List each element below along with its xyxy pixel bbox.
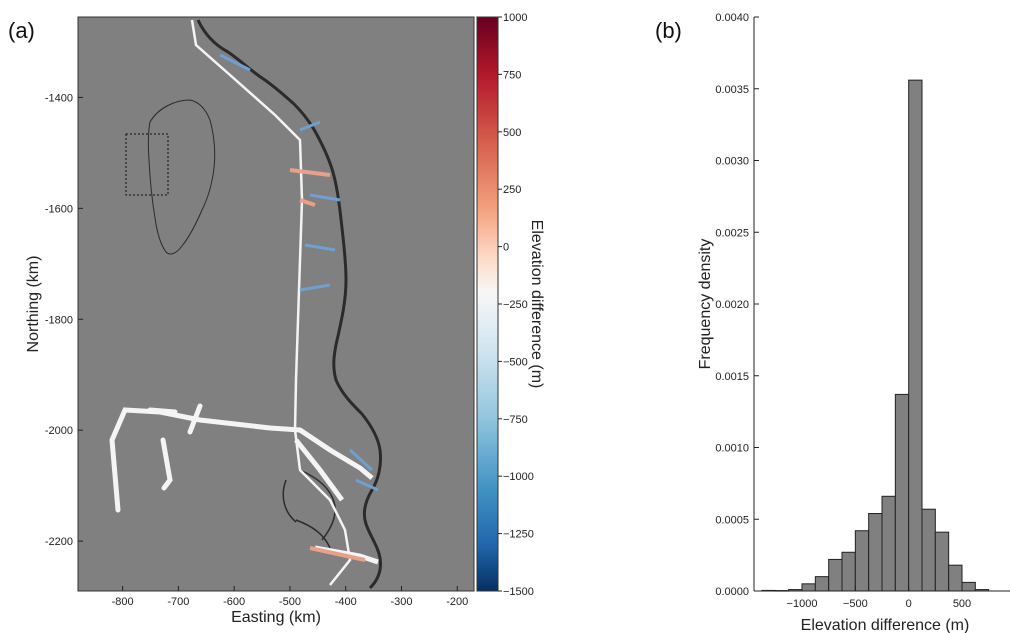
colorbar-label: Elevation difference (m): [528, 220, 545, 389]
hist-y-tick-label: 0.0005: [715, 514, 749, 526]
histogram-bar: [894, 393, 910, 592]
histogram-bar: [814, 576, 830, 592]
hist-y-tick-label: 0.0035: [715, 84, 749, 96]
inset-study-area-box: [125, 133, 169, 196]
histogram-bar: [841, 551, 856, 592]
hist-y-tick-label: 0.0015: [715, 371, 749, 383]
hist-y-tick-label: 0.0020: [715, 299, 749, 311]
map-x-tick-label: -300: [390, 596, 412, 608]
map-x-axis-label: Easting (km): [231, 609, 321, 626]
hist-x-axis-label: Elevation difference (m): [801, 617, 970, 633]
map-x-axis: -800 -700 -600 -500 -400 -300 -200: [112, 586, 468, 608]
hist-y-tick-label: 0.0025: [715, 227, 749, 239]
histogram-bar: [961, 581, 976, 592]
colorbar-ticks: 1000 750 500 250 0 −250 −500 −750 −1000 −1250 −150…: [498, 12, 534, 598]
colorbar-tick-label: −250: [503, 299, 528, 311]
map-y-tick-label: -1600: [45, 203, 73, 215]
panel-b-label: (b): [655, 18, 682, 43]
hist-y-tick-label: 0.0040: [715, 12, 749, 24]
histogram-bar: [801, 583, 816, 592]
histogram-bars: [761, 79, 990, 592]
colorbar-tick-label: 1000: [503, 12, 527, 24]
colorbar-tick-label: −1500: [503, 586, 534, 598]
flight-track-west: [109, 403, 303, 513]
flight-track-coast: [190, 19, 352, 586]
histogram-bar: [921, 508, 936, 592]
map-panel: [77, 16, 475, 592]
colorbar-tick-label: −1250: [503, 529, 534, 541]
map-x-tick-label: -800: [112, 596, 134, 608]
elevation-diff-positive: [289, 168, 366, 562]
colorbar-tick-label: 500: [503, 127, 521, 139]
hist-x-tick-label: 500: [953, 598, 971, 610]
colorbar-tick-label: 750: [503, 69, 521, 81]
hist-y-tick-label: 0.0000: [715, 586, 749, 598]
map-background: [78, 17, 474, 591]
histogram-bar: [868, 513, 883, 592]
histogram-bar: [908, 79, 923, 592]
hist-x-axis: −1000 −500 0 500: [787, 586, 971, 610]
map-x-tick-label: -600: [223, 596, 245, 608]
hist-y-tick-label: 0.0010: [715, 443, 749, 455]
map-x-tick-label: -400: [335, 596, 357, 608]
histogram-bar: [934, 531, 950, 592]
coastline-fjords: [282, 469, 336, 549]
hist-y-axis-label: Frequency density: [697, 239, 714, 370]
colorbar-tick-label: 250: [503, 184, 521, 196]
colorbar-tick-label: −1000: [503, 471, 534, 483]
map-y-tick-label: -1400: [45, 92, 73, 104]
hist-y-tick-label: 0.0030: [715, 156, 749, 168]
colorbar: [476, 16, 499, 592]
panel-a-label: (a): [8, 18, 35, 43]
hist-x-tick-label: −500: [843, 598, 868, 610]
map-y-tick-label: -1800: [45, 314, 73, 326]
colorbar-tick-label: 0: [503, 242, 509, 254]
map-y-axis-label: Northing (km): [25, 256, 42, 353]
colorbar-tick-label: −750: [503, 414, 528, 426]
map-y-axis: -1400 -1600 -1800 -2000 -2200: [45, 92, 83, 548]
map-x-tick-label: -700: [167, 596, 189, 608]
map-y-tick-label: -2200: [45, 536, 73, 548]
histogram-bar: [948, 564, 963, 592]
histogram-bar: [828, 558, 843, 592]
colorbar-tick-label: −500: [503, 356, 528, 368]
histogram-bar: [854, 530, 870, 592]
map-x-tick-label: -500: [279, 596, 301, 608]
hist-y-axis: 0.0000 0.0005 0.0010 0.0015 0.0020 0.0025 0.00…: [715, 12, 759, 598]
greenland-inset-outline: [147, 99, 216, 255]
map-y-tick-label: -2000: [45, 425, 73, 437]
coastline-west: [196, 19, 382, 590]
elevation-diff-negative: [219, 53, 379, 492]
map-frame: [77, 16, 475, 592]
histogram-bar: [881, 495, 896, 592]
map-x-tick-label: -200: [446, 596, 468, 608]
hist-x-tick-label: 0: [906, 598, 912, 610]
hist-x-tick-label: −1000: [787, 598, 818, 610]
